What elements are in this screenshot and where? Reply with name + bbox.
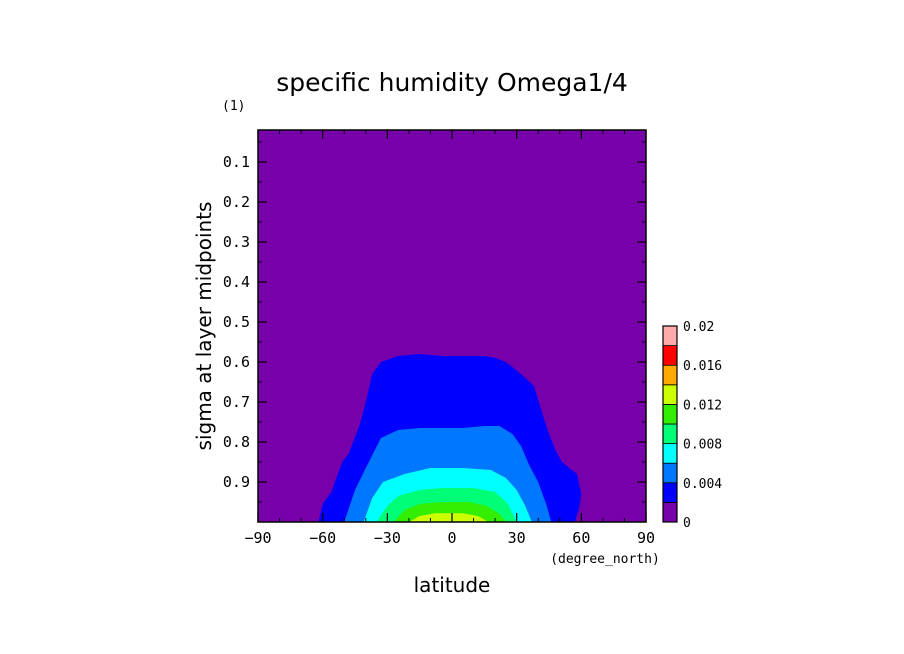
y-axis-title: sigma at layer midpoints <box>192 202 216 451</box>
colorbar-swatch <box>662 345 678 366</box>
colorbar-frame <box>662 325 678 523</box>
contour-layer <box>318 354 582 522</box>
colorbar-tick-label: 0.008 <box>683 438 722 453</box>
colorbar-swatch <box>662 364 678 386</box>
x-tick-label: −90 <box>244 529 271 547</box>
y-tick-label: 0.9 <box>223 473 250 491</box>
x-unit-label: (degree_north) <box>550 552 660 567</box>
y-unit-label: (1) <box>222 99 245 114</box>
x-tick-label: −60 <box>309 529 336 547</box>
x-tick-label: 90 <box>637 529 655 547</box>
y-tick-label: 0.1 <box>223 153 250 171</box>
y-tick-label: 0.5 <box>223 313 250 331</box>
colorbar: 0 0.004 0.008 0.012 0.016 0.02 <box>662 320 722 531</box>
y-tick-label: 0.6 <box>223 353 250 371</box>
colorbar-tick-label: 0.016 <box>683 359 722 374</box>
y-tick-label: 0.8 <box>223 433 250 451</box>
colorbar-swatch <box>662 501 678 523</box>
y-tick-label: 0.2 <box>223 193 250 211</box>
colorbar-swatch <box>662 384 678 405</box>
colorbar-swatch <box>662 462 678 484</box>
y-tick-label: 0.3 <box>223 233 250 251</box>
colorbar-swatch <box>662 403 678 425</box>
x-tick-label: 60 <box>572 529 590 547</box>
x-tick-label: 30 <box>508 529 526 547</box>
colorbar-tick-label: 0.004 <box>683 477 722 492</box>
colorbar-swatch <box>662 325 678 347</box>
colorbar-tick-label: 0.02 <box>683 320 714 335</box>
colorbar-swatch <box>662 482 678 503</box>
x-tick-label: 0 <box>447 529 456 547</box>
colorbar-tick-label: 0.012 <box>683 398 722 413</box>
axes: −90 −60 −30 0 30 60 90 0.1 0.2 0.3 0.4 0.5 0.6 0.7 0.8… <box>223 129 655 547</box>
colorbar-swatch <box>662 443 678 464</box>
y-tick-label: 0.4 <box>223 273 250 291</box>
colorbar-tick-label: 0 <box>683 516 691 531</box>
x-axis-title: latitude <box>414 573 491 597</box>
x-tick-label: −30 <box>374 529 401 547</box>
contour-fill-5 <box>408 513 489 522</box>
colorbar-swatch <box>662 423 678 445</box>
y-tick-label: 0.7 <box>223 393 250 411</box>
chart-title: specific humidity Omega1/4 <box>276 68 628 97</box>
